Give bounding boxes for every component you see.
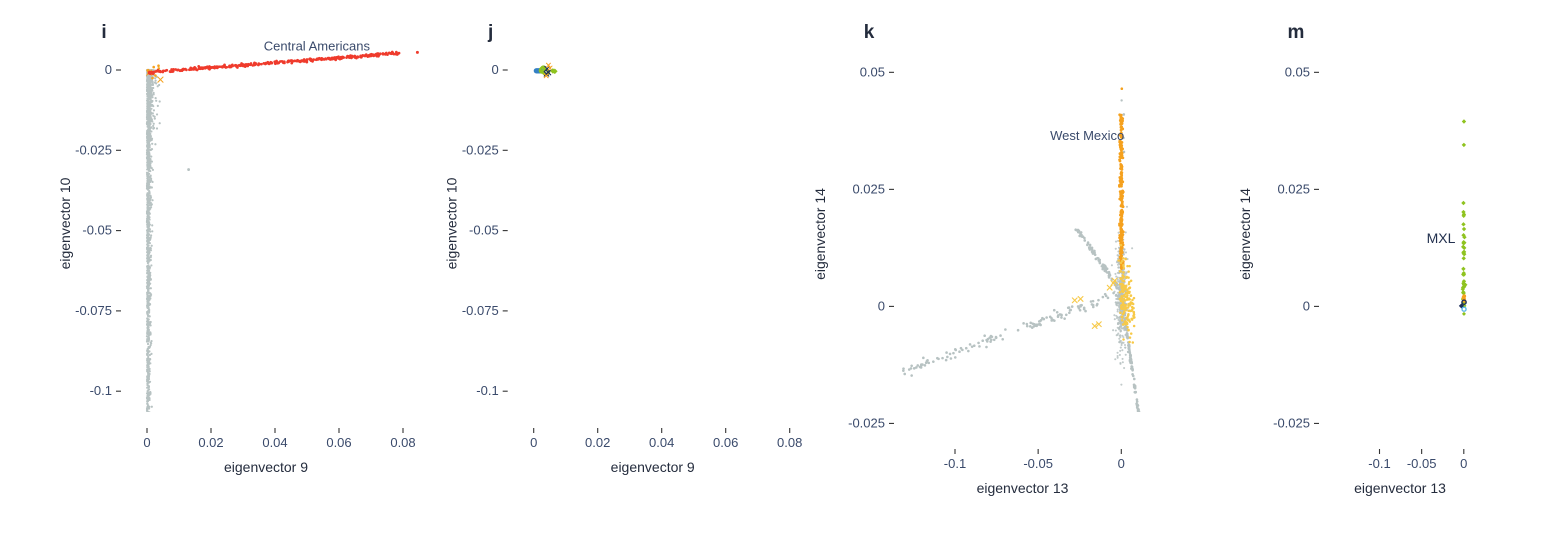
svg-text:m: m	[1288, 22, 1305, 43]
svg-text:0.025: 0.025	[852, 181, 885, 196]
svg-text:-0.075: -0.075	[462, 303, 499, 318]
svg-text:-0.05: -0.05	[1407, 456, 1437, 471]
svg-text:-0.05: -0.05	[1023, 456, 1053, 471]
svg-text:eigenvector 9: eigenvector 9	[611, 459, 695, 475]
svg-text:0: 0	[878, 298, 885, 313]
svg-text:0.02: 0.02	[198, 435, 223, 450]
svg-text:0.04: 0.04	[262, 435, 287, 450]
svg-text:0.08: 0.08	[777, 435, 802, 450]
svg-text:0: 0	[530, 435, 537, 450]
svg-text:eigenvector 13: eigenvector 13	[977, 480, 1069, 496]
svg-text:0: 0	[1118, 456, 1125, 471]
svg-text:0: 0	[1303, 298, 1310, 313]
svg-text:0: 0	[1460, 456, 1467, 471]
svg-text:-0.025: -0.025	[848, 415, 885, 430]
svg-text:-0.1: -0.1	[476, 383, 498, 398]
svg-text:eigenvector 14: eigenvector 14	[812, 188, 828, 280]
svg-text:0.06: 0.06	[713, 435, 738, 450]
svg-text:-0.025: -0.025	[1273, 415, 1310, 430]
svg-text:0.02: 0.02	[585, 435, 610, 450]
svg-text:0: 0	[143, 435, 150, 450]
svg-text:Central Americans: Central Americans	[264, 38, 371, 53]
svg-text:0.05: 0.05	[860, 64, 885, 79]
svg-text:-0.1: -0.1	[1368, 456, 1390, 471]
svg-text:-0.075: -0.075	[75, 303, 112, 318]
svg-text:i: i	[101, 22, 106, 43]
svg-text:eigenvector 10: eigenvector 10	[57, 177, 73, 269]
svg-text:0.06: 0.06	[326, 435, 351, 450]
svg-text:0: 0	[105, 62, 112, 77]
svg-text:-0.025: -0.025	[75, 142, 112, 157]
svg-text:-0.05: -0.05	[469, 223, 499, 238]
svg-text:eigenvector 13: eigenvector 13	[1354, 480, 1446, 496]
svg-text:0.025: 0.025	[1277, 181, 1310, 196]
svg-text:k: k	[864, 22, 875, 43]
svg-text:eigenvector 14: eigenvector 14	[1237, 188, 1253, 280]
svg-text:eigenvector 9: eigenvector 9	[224, 459, 308, 475]
svg-text:eigenvector 10: eigenvector 10	[444, 177, 460, 269]
svg-text:-0.025: -0.025	[462, 142, 499, 157]
svg-text:j: j	[487, 22, 493, 43]
svg-text:0.04: 0.04	[649, 435, 674, 450]
svg-text:-0.1: -0.1	[90, 383, 112, 398]
svg-text:MXL: MXL	[1427, 230, 1456, 246]
svg-text:0: 0	[491, 62, 498, 77]
svg-text:West Mexico: West Mexico	[1050, 128, 1124, 143]
svg-text:-0.05: -0.05	[82, 223, 112, 238]
svg-text:0.08: 0.08	[390, 435, 415, 450]
svg-text:-0.1: -0.1	[944, 456, 966, 471]
svg-text:0.05: 0.05	[1285, 64, 1310, 79]
